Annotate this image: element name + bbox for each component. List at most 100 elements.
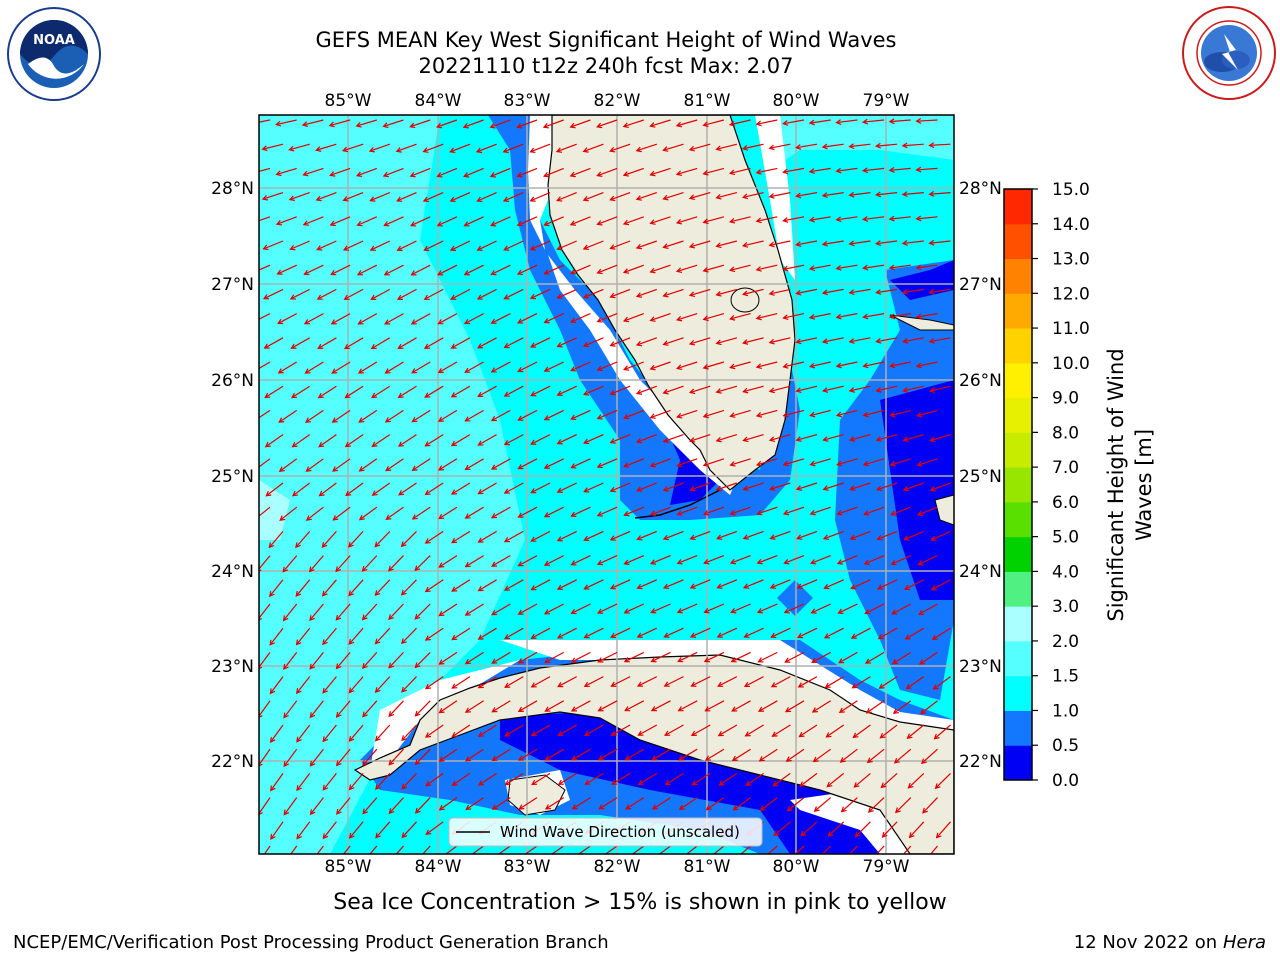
wind-arrow-head — [782, 314, 789, 321]
wind-arrow-head — [718, 780, 725, 786]
wind-arrow-shaft — [492, 748, 511, 761]
wind-arrow-head — [269, 639, 275, 646]
wind-arrow-shaft — [471, 845, 484, 854]
wind-arrow-head — [259, 666, 263, 670]
wind-arrow-head — [611, 779, 618, 785]
wind-arrow-shaft — [290, 240, 310, 250]
wind-arrow-head — [675, 315, 683, 322]
wind-arrow-shaft — [465, 603, 484, 616]
wind-arrow-head — [928, 387, 936, 393]
wind-arrow-shaft — [716, 143, 738, 150]
lat-label-left: 25°N — [211, 467, 254, 487]
wind-arrow-head — [401, 832, 408, 839]
wind-arrow-head — [476, 196, 483, 203]
wind-arrow-shaft — [881, 772, 898, 788]
wind-arrow-head — [676, 608, 683, 614]
wind-arrow-shaft — [772, 772, 791, 787]
wind-arrow-shaft — [570, 216, 591, 226]
wind-arrow-head — [874, 142, 882, 149]
wind-arrow-head — [490, 513, 498, 519]
wind-arrow-head — [464, 367, 471, 373]
wind-arrow-shaft — [836, 167, 858, 172]
wind-arrow-shaft — [929, 192, 951, 195]
wind-arrow-head — [328, 121, 335, 128]
wind-arrow-head — [622, 122, 629, 129]
wind-arrow-head — [543, 609, 551, 615]
wind-arrow-head — [400, 638, 407, 645]
wind-arrow-head — [423, 294, 430, 300]
wind-arrow-head — [908, 832, 915, 839]
wind-arrow-shaft — [796, 143, 818, 149]
wind-arrow-head — [649, 170, 656, 177]
wind-arrow-head — [278, 417, 285, 423]
wind-arrow-shaft — [889, 167, 911, 171]
wind-arrow-shaft — [651, 603, 671, 614]
wind-arrow-shaft — [730, 167, 751, 174]
wind-arrow-shaft — [530, 240, 551, 251]
wind-arrow-head — [570, 511, 577, 518]
wind-arrow-shaft — [425, 724, 444, 738]
wind-arrow-shaft — [544, 458, 564, 469]
wind-arrow-shaft — [837, 458, 858, 466]
wind-arrow-head — [289, 294, 296, 300]
wind-arrow-shaft — [283, 700, 298, 718]
wind-arrow-shaft — [797, 627, 818, 638]
wind-arrow-head — [450, 294, 457, 300]
wind-arrow-head — [864, 608, 871, 615]
wind-arrow-shaft — [651, 700, 671, 712]
wind-arrow-shaft — [265, 434, 284, 448]
wind-arrow-shaft — [636, 434, 658, 443]
lon-label-top: 83°W — [504, 91, 551, 111]
wind-arrow-shaft — [269, 627, 284, 646]
wind-arrow-shaft — [385, 361, 404, 374]
wind-arrow-head — [529, 293, 537, 300]
wind-arrow-shaft — [425, 676, 444, 690]
colorbar-segment — [1004, 328, 1032, 364]
wind-arrow-shaft — [388, 555, 404, 572]
wind-arrow-shaft — [372, 434, 391, 447]
wind-arrow-shaft — [424, 288, 444, 300]
colorbar-tick-label: 10.0 — [1052, 354, 1090, 374]
wind-arrow-shaft — [716, 337, 738, 345]
wind-arrow-shaft — [398, 385, 417, 398]
wind-arrow-shaft — [356, 119, 377, 127]
wind-arrow-shaft — [876, 240, 898, 245]
wind-arrow-shaft — [610, 627, 631, 638]
wind-arrow-shaft — [317, 337, 337, 349]
wind-arrow-head — [435, 122, 443, 129]
wind-arrow-head — [651, 804, 658, 810]
wind-arrow-head — [570, 608, 577, 615]
wind-arrow-head — [291, 490, 299, 497]
wind-arrow-head — [808, 265, 815, 272]
wind-arrow-shaft — [637, 676, 658, 687]
wind-arrow-shaft — [309, 603, 324, 621]
wind-arrow-shaft — [583, 288, 604, 299]
wind-arrow-shaft — [716, 482, 738, 491]
wind-arrow-head — [755, 412, 763, 418]
wind-arrow-head — [503, 634, 511, 640]
wind-arrow-shaft — [825, 676, 845, 688]
wind-arrow-shaft — [863, 167, 885, 172]
wind-arrow-head — [786, 805, 793, 812]
wind-arrow-head — [283, 663, 289, 670]
wind-arrow-head — [891, 609, 898, 615]
colorbar-label-line2: Waves [m] — [1132, 429, 1156, 541]
wind-arrow-shaft — [636, 337, 658, 346]
wind-arrow-head — [623, 657, 630, 663]
wind-arrow-head — [821, 192, 828, 199]
wind-arrow-head — [517, 464, 524, 470]
wind-arrow-head — [517, 415, 524, 421]
wind-arrow-head — [773, 830, 780, 837]
wind-arrow-head — [409, 122, 416, 129]
wind-arrow-shaft — [336, 797, 351, 815]
wind-arrow-head — [348, 832, 355, 839]
wind-arrow-shaft — [544, 651, 564, 663]
wind-arrow-head — [915, 313, 922, 320]
wind-arrow-head — [741, 290, 749, 297]
lon-label-bottom: 81°W — [684, 857, 731, 877]
wind-arrow-head — [369, 245, 376, 251]
wind-arrow-shaft — [824, 579, 844, 589]
wind-arrow-shaft — [692, 772, 711, 786]
wind-arrow-head — [259, 715, 263, 718]
wind-arrow-head — [465, 756, 472, 762]
